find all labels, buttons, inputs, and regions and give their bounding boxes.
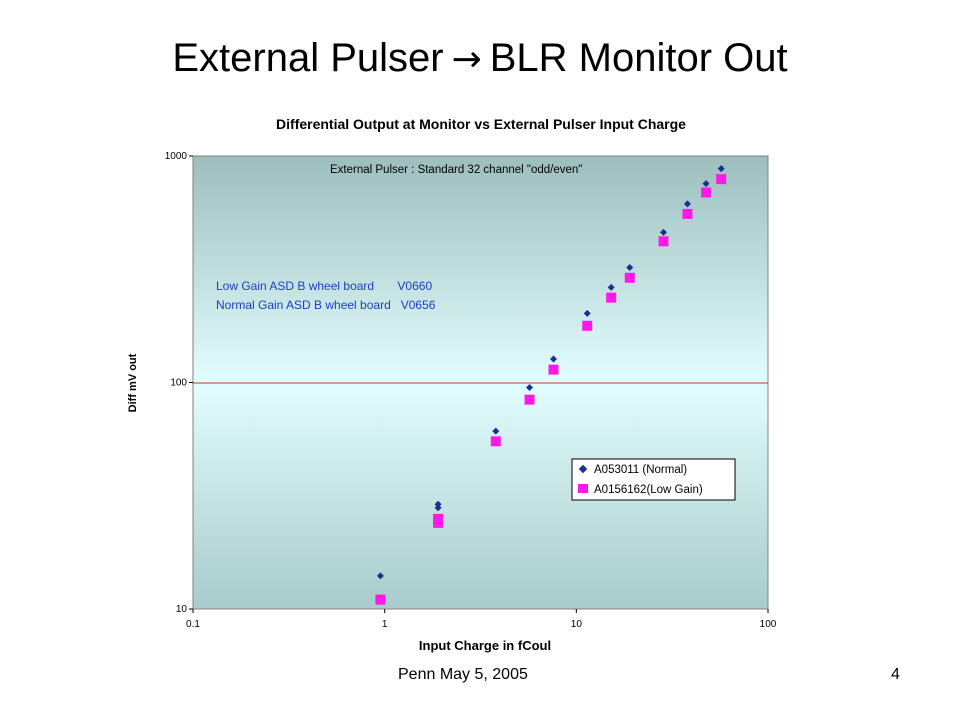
low-gain-point-9: [658, 236, 669, 247]
x-tick-label-3: 100: [760, 619, 777, 630]
normal-point-4: [526, 384, 534, 392]
series-layer: [375, 165, 727, 605]
low-gain-point-5: [548, 364, 559, 375]
low-gain-point-7: [606, 292, 617, 303]
normal-point-2: [434, 504, 442, 512]
y-axis-label: Diff mV out: [127, 353, 139, 412]
low-gain-point-4: [524, 394, 535, 405]
slide-title-left: External Pulser: [172, 36, 444, 80]
legend-box: [571, 458, 736, 501]
x-tick-label-0: 0.1: [186, 619, 200, 630]
low-gain-point-8: [624, 272, 635, 283]
slide-title: External Pulser → BLR Monitor Out: [0, 36, 960, 81]
axes: 0.1 1 10 100 10 100 1000: [165, 151, 777, 630]
normal-point-9: [660, 228, 668, 236]
low-gain-point-2: [433, 517, 444, 528]
normal-point-10: [683, 200, 691, 208]
annotation-normal-gain: Normal Gain ASD B wheel board V0656: [216, 298, 436, 312]
x-axis-label: Input Charge in fCoul: [419, 638, 551, 653]
annotation-pulser: External Pulser : Standard 32 channel "o…: [330, 164, 582, 176]
legend-label-normal: A053011 (Normal): [594, 464, 687, 476]
low-gain-point-12: [716, 174, 727, 185]
y-tick-label-2: 1000: [165, 151, 188, 162]
y-tick-label-1: 100: [170, 378, 187, 389]
chart-title: Differential Output at Monitor vs Extern…: [276, 116, 686, 132]
low-gain-point-6: [582, 320, 593, 331]
annotation-low-gain: Low Gain ASD B wheel board V0660: [216, 279, 432, 293]
normal-point-3: [492, 427, 500, 435]
x-tick-label-1: 1: [382, 619, 388, 630]
footer-date: Penn May 5, 2005: [398, 666, 528, 683]
legend: A053011 (Normal) A0156162(Low Gain): [571, 458, 736, 501]
normal-point-8: [626, 263, 634, 271]
normal-point-12: [717, 165, 725, 173]
slide-title-right: BLR Monitor Out: [489, 36, 788, 80]
low-gain-point-0: [375, 594, 386, 605]
normal-point-11: [702, 180, 710, 188]
y-tick-label-0: 10: [176, 604, 188, 615]
normal-point-7: [607, 283, 615, 291]
low-gain-point-10: [682, 208, 693, 219]
right-arrow-icon: →: [451, 39, 482, 80]
x-tick-label-2: 10: [571, 619, 583, 630]
normal-point-6: [583, 309, 591, 317]
normal-point-0: [376, 572, 384, 580]
legend-marker-normal: [578, 464, 588, 474]
legend-label-low: A0156162(Low Gain): [594, 484, 703, 496]
legend-marker-low: [578, 484, 588, 493]
normal-point-5: [549, 355, 557, 363]
low-gain-point-3: [490, 436, 501, 447]
page-number: 4: [891, 666, 900, 683]
low-gain-point-11: [701, 187, 712, 198]
